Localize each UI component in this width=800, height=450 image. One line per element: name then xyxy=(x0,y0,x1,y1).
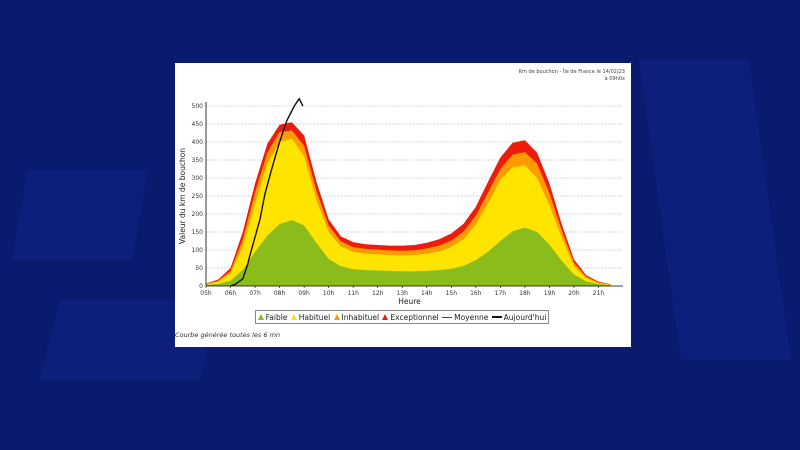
x-tick-label-10h: 10h xyxy=(323,290,335,297)
y-tick-label-50: 50 xyxy=(195,265,203,272)
x-tick-label-20h: 20h xyxy=(568,290,580,297)
legend-label-habituel: Habituel xyxy=(298,312,331,322)
line-series-aujourdhui xyxy=(230,97,304,287)
x-tick-label-08h: 08h xyxy=(274,290,286,297)
x-tick-label-13h: 13h xyxy=(397,290,409,297)
chart-panel: Km de bouchon - Île de France le 14/02/2… xyxy=(175,63,631,347)
x-tick-label-12h: 12h xyxy=(372,290,384,297)
x-tick-label-15h: 15h xyxy=(446,290,458,297)
x-axis-label: Heure xyxy=(398,297,421,306)
y-tick-label-450: 450 xyxy=(192,121,204,128)
legend-swatch-habituel xyxy=(290,314,297,320)
legend-label-exceptionnel: Exceptionnel xyxy=(390,312,439,322)
x-tick-label-19h: 19h xyxy=(544,290,556,297)
y-tick-label-100: 100 xyxy=(192,247,204,254)
x-tick-label-06h: 06h xyxy=(225,290,237,297)
chart-header-note: Km de bouchon - Île de France le 14/02/2… xyxy=(518,69,625,82)
y-tick-label-300: 300 xyxy=(192,175,204,182)
legend-swatch-aujourdhui xyxy=(491,316,502,318)
chart-legend: Faible Habituel Inhabituel Exceptionnel … xyxy=(255,310,549,324)
y-tick-label-350: 350 xyxy=(192,157,204,164)
x-tick-label-05h: 05h xyxy=(200,290,212,297)
legend-item-exceptionnel: Exceptionnel xyxy=(382,312,439,322)
legend-label-aujourdhui: Aujourd'hui xyxy=(503,312,547,322)
y-tick-label-0: 0 xyxy=(199,283,203,290)
area-series-faible xyxy=(206,220,611,286)
x-tick-label-17h: 17h xyxy=(495,290,507,297)
legend-swatch-inhabituel xyxy=(333,314,340,320)
traffic-chart: 0 50 100 150 200 250 300 350 400 450 500 05h 06h 07h 0… xyxy=(178,97,623,306)
legend-item-inhabituel: Inhabituel xyxy=(333,312,380,322)
x-tick-label-18h: 18h xyxy=(519,290,531,297)
background-shape-right xyxy=(638,60,792,360)
chart-caption: Courbe générée toutes les 6 mn xyxy=(175,331,281,339)
y-tick-label-150: 150 xyxy=(192,229,204,236)
legend-item-moyenne: Moyenne xyxy=(442,313,488,322)
x-tick-label-09h: 09h xyxy=(298,290,310,297)
legend-item-aujourdhui: Aujourd'hui xyxy=(491,312,547,322)
legend-swatch-moyenne xyxy=(442,316,453,318)
y-tick-label-500: 500 xyxy=(192,103,204,110)
x-tick-label-11h: 11h xyxy=(347,290,359,297)
x-tick-label-14h: 14h xyxy=(421,290,433,297)
background-shape-left xyxy=(12,170,148,260)
legend-item-habituel: Habituel xyxy=(290,312,331,322)
legend-swatch-faible xyxy=(257,314,264,320)
legend-swatch-exceptionnel xyxy=(382,314,389,320)
legend-item-faible: Faible xyxy=(257,312,288,322)
y-tick-label-200: 200 xyxy=(192,211,204,218)
y-axis-label: Valeur du km de bouchon xyxy=(178,148,187,244)
x-tick-label-07h: 07h xyxy=(249,290,261,297)
y-tick-label-250: 250 xyxy=(192,193,204,200)
x-tick-label-16h: 16h xyxy=(470,290,482,297)
y-tick-label-400: 400 xyxy=(192,139,204,146)
legend-label-moyenne: Moyenne xyxy=(454,312,489,322)
legend-label-inhabituel: Inhabituel xyxy=(341,312,380,322)
legend-label-faible: Faible xyxy=(265,312,288,322)
x-tick-label-21h: 21h xyxy=(593,290,605,297)
